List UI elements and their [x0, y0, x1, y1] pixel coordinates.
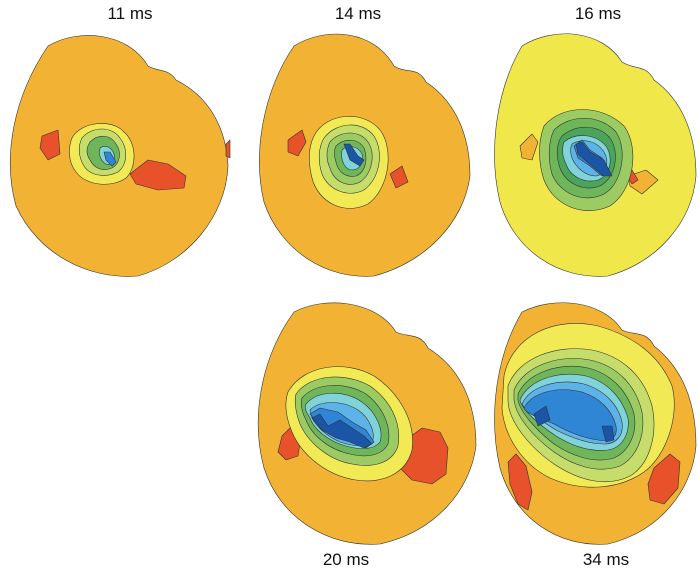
red-patch-right	[647, 453, 681, 505]
contour-blue	[103, 151, 117, 167]
heart-map-20ms	[257, 302, 477, 545]
contour-dark-blue-left	[533, 405, 551, 427]
red-patch-left	[507, 453, 533, 511]
panel-label-14ms: 14 ms	[334, 4, 382, 23]
panel-label-34ms: 34 ms	[582, 550, 630, 569]
heart-map-16ms	[494, 33, 697, 277]
contour-dark-blue	[575, 141, 613, 177]
red-patch-left	[39, 129, 61, 161]
heart-map-11ms	[9, 35, 231, 277]
red-patch-right	[389, 165, 409, 189]
heart-map-34ms	[494, 302, 697, 545]
panel-label-11ms: 11 ms	[107, 4, 153, 23]
heart-map-14ms	[259, 33, 471, 277]
orange-patch-left	[519, 133, 539, 161]
panel-label-16ms: 16 ms	[574, 4, 622, 23]
red-patch-edge	[225, 139, 231, 159]
contour-dark-blue-right	[601, 425, 615, 443]
panel-label-20ms: 20 ms	[322, 550, 370, 569]
red-patch-right	[129, 159, 187, 191]
contour-blue	[343, 143, 365, 167]
red-patch-left	[287, 129, 307, 157]
contour-dark-blue	[311, 413, 373, 449]
